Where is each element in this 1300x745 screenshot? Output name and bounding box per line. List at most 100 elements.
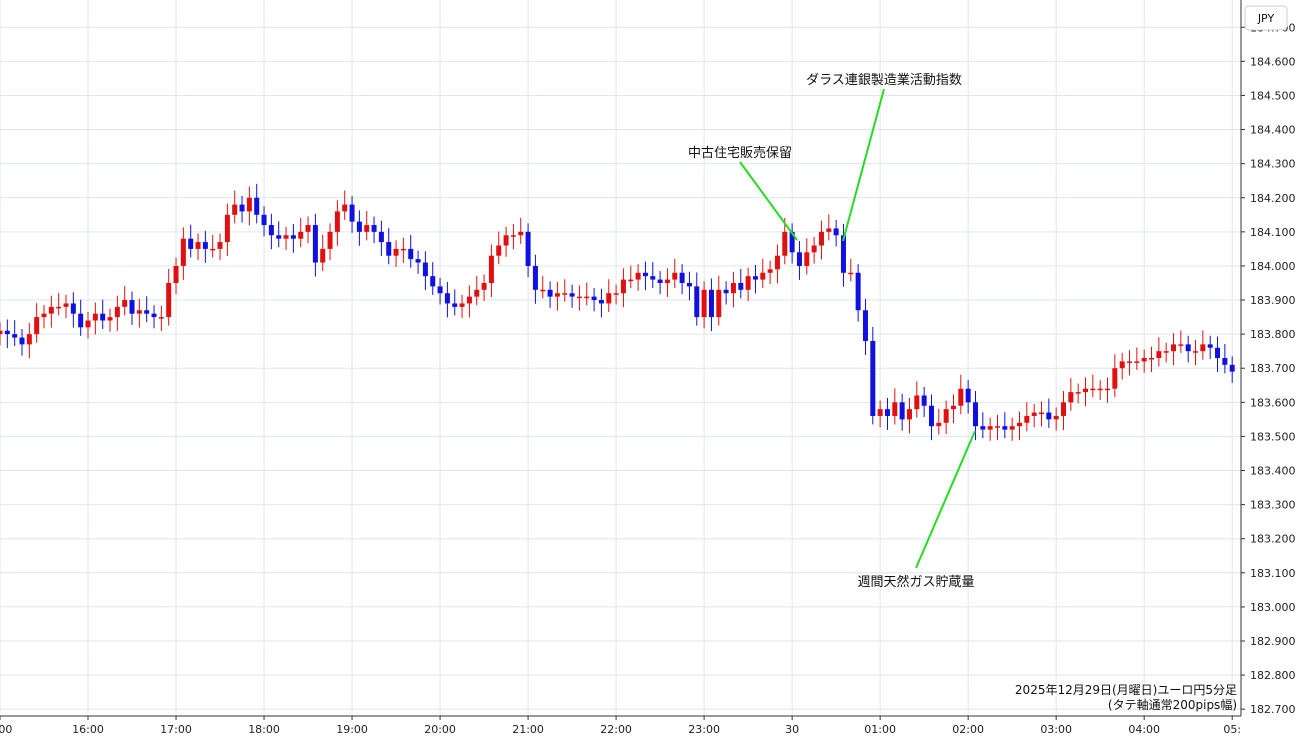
candle-body — [833, 228, 839, 236]
candle-body — [254, 197, 260, 215]
candle-body — [862, 310, 868, 341]
candle-body — [767, 269, 773, 273]
candle-body — [283, 235, 289, 239]
candle-body — [694, 286, 700, 318]
annotation-leader-line — [915, 430, 976, 569]
candle-body — [730, 282, 736, 294]
x-tick-label: 02:00 — [952, 723, 984, 736]
candle-body — [298, 231, 304, 239]
candle-body — [804, 252, 810, 266]
candle-body — [129, 300, 135, 314]
x-tick-label: 23:00 — [688, 723, 720, 736]
candle-body — [620, 279, 626, 294]
candle-body — [569, 293, 575, 297]
candle-body — [268, 225, 274, 236]
y-tick-label: 184.100 — [1250, 226, 1296, 239]
candle-body — [826, 228, 832, 232]
candle-body — [217, 242, 223, 249]
candle-body — [672, 272, 678, 280]
candle-body — [752, 276, 758, 280]
candle-body — [151, 313, 157, 318]
candle-body — [122, 300, 128, 307]
candle-body — [327, 231, 333, 249]
candle-body — [261, 214, 267, 226]
candle-body — [202, 242, 208, 249]
candle-body — [635, 272, 641, 280]
candle-body — [554, 293, 560, 297]
y-tick-label: 183.100 — [1250, 567, 1296, 580]
x-tick-label: 16:00 — [72, 723, 104, 736]
x-tick-label: 20:00 — [424, 723, 456, 736]
candle-body — [349, 204, 355, 222]
candle-body — [745, 276, 751, 290]
y-tick-label: 183.500 — [1250, 430, 1296, 443]
candle-body — [1024, 415, 1030, 423]
candle-body — [994, 426, 1000, 428]
candle-body — [958, 388, 964, 406]
annotation-leader-line — [739, 161, 798, 241]
candle-body — [547, 289, 553, 297]
x-tick-label: 22:00 — [600, 723, 632, 736]
candle-body — [0, 330, 3, 335]
candle-body — [584, 296, 590, 299]
candle-body — [1105, 388, 1111, 391]
candle-body — [136, 310, 142, 314]
candle-body — [356, 221, 362, 232]
candle-body — [1031, 412, 1037, 416]
candle-body — [422, 262, 428, 277]
candle-body — [1053, 415, 1059, 420]
candle-body — [320, 248, 326, 263]
candle-body — [1207, 344, 1213, 348]
annotation-label: 週間天然ガス貯蔵量 — [857, 574, 974, 590]
candle-body — [818, 231, 824, 246]
candle-body — [63, 303, 69, 307]
candle-body — [1127, 361, 1133, 363]
candle-body — [386, 242, 392, 256]
candle-body — [1156, 351, 1162, 358]
candle-body — [1002, 426, 1008, 430]
candle-body — [503, 235, 509, 246]
candle-body — [701, 289, 707, 318]
candle-body — [914, 395, 920, 410]
candle-body — [510, 235, 516, 237]
candle-body — [840, 235, 846, 273]
x-tick-label: 21:00 — [512, 723, 544, 736]
candle-body — [371, 225, 377, 232]
candle-body — [657, 279, 663, 283]
candle-body — [312, 225, 318, 263]
candle-body — [936, 422, 942, 427]
x-tick-label: 05: — [1223, 723, 1241, 736]
y-tick-label: 183.400 — [1250, 465, 1296, 478]
x-tick-label: 04:00 — [1128, 723, 1160, 736]
grid-lines — [0, 0, 1241, 716]
candle-body — [41, 313, 47, 318]
candle-body — [987, 426, 993, 430]
candle-body — [1097, 388, 1103, 391]
candle-body — [1229, 364, 1235, 372]
candle-body — [628, 279, 634, 282]
candle-body — [173, 265, 179, 283]
candle-body — [12, 334, 18, 338]
y-tick-label: 182.900 — [1250, 635, 1296, 648]
chart-caption: 2025年12月29日(月曜日)ユーロ円5分足 — [1015, 683, 1237, 697]
candle-body — [980, 426, 986, 430]
candle-body — [613, 293, 619, 295]
y-tick-label: 183.200 — [1250, 533, 1296, 546]
candle-body — [496, 245, 502, 256]
candle-body — [950, 405, 956, 410]
y-tick-label: 184.000 — [1250, 260, 1296, 273]
candle-body — [723, 289, 729, 294]
candle-body — [180, 238, 186, 266]
candle-body — [716, 289, 722, 318]
candle-body — [415, 259, 421, 263]
currency-label: JPY — [1257, 12, 1275, 25]
candle-body — [1178, 344, 1184, 346]
candle-body — [789, 231, 795, 253]
candle-body — [70, 303, 76, 314]
y-tick-label: 184.400 — [1250, 124, 1296, 137]
x-tick-label: 30 — [785, 723, 799, 736]
candle-body — [1061, 402, 1067, 416]
candle-body — [481, 282, 487, 290]
